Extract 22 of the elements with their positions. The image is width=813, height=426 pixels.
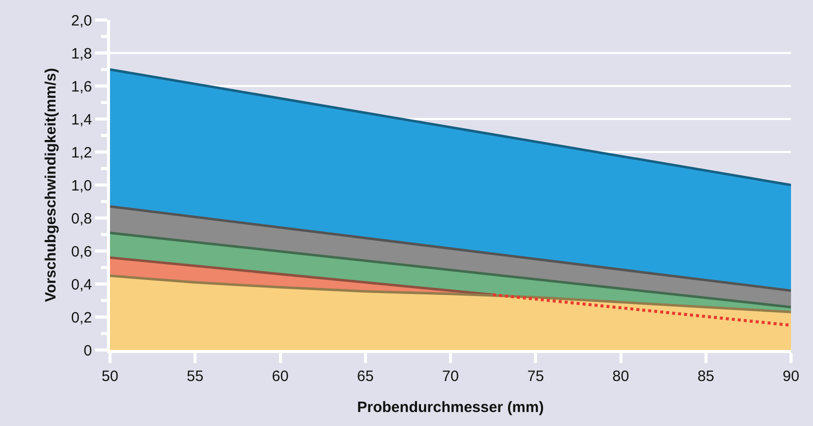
x-tick-label: 75	[527, 368, 544, 385]
y-tick-label: 1,4	[71, 111, 92, 128]
y-tick-label: 0	[84, 342, 92, 360]
y-tick-label: 1,6	[71, 78, 92, 96]
y-tick-label: 0,8	[71, 210, 92, 228]
y-tick-label: 0,4	[71, 276, 92, 294]
y-tick-label: 0,2	[71, 309, 92, 326]
y-tick-label: 1,0	[71, 177, 92, 194]
x-tick-label: 80	[612, 368, 630, 385]
x-tick-label: 65	[357, 368, 374, 385]
y-tick-label: 1,8	[71, 45, 92, 62]
x-tick-label: 85	[698, 368, 714, 385]
x-tick-label: 60	[272, 368, 289, 385]
x-tick-label: 50	[102, 368, 118, 385]
y-axis-title: Vorschubgeschwindigkeit(mm/s)	[42, 68, 60, 302]
x-tick-label: 90	[782, 368, 800, 385]
y-tick-label: 1,2	[71, 144, 92, 162]
x-tick-label: 70	[442, 368, 459, 385]
x-tick-label: 55	[186, 368, 204, 385]
y-tick-label: 0,6	[71, 243, 92, 260]
x-axis-title: Probendurchmesser (mm)	[357, 399, 544, 416]
y-tick-label: 2,0	[71, 12, 92, 30]
